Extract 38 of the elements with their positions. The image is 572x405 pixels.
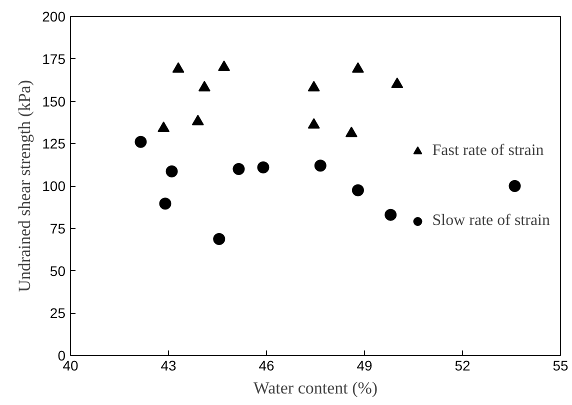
point	[257, 161, 270, 174]
y-tick-label: 0	[58, 348, 66, 364]
point	[198, 80, 210, 92]
point	[308, 118, 320, 129]
point	[345, 126, 358, 138]
x-tick-label: 55	[552, 358, 568, 374]
point	[158, 122, 170, 132]
point	[352, 184, 364, 196]
y-tick-label: 200	[42, 8, 66, 24]
point	[166, 165, 178, 178]
y-tick-label: 175	[42, 50, 66, 67]
point	[213, 233, 226, 246]
y-tick-label: 100	[42, 178, 66, 194]
x-axis-title: Water content (%)	[253, 378, 378, 398]
y-tick-label: 50	[50, 262, 66, 279]
point	[134, 136, 147, 148]
x-tick-label: 52	[454, 358, 470, 374]
x-tick-label: 43	[160, 358, 176, 374]
point	[192, 114, 204, 126]
y-axis-title: Undrained shear strength (kPa)	[15, 80, 34, 292]
x-tick-label: 49	[356, 358, 372, 374]
point	[384, 208, 397, 221]
y-tick-label: 150	[42, 93, 66, 110]
point	[352, 62, 364, 73]
point	[159, 198, 172, 210]
point	[391, 77, 404, 88]
point	[508, 180, 521, 192]
point	[314, 160, 326, 172]
point	[232, 163, 245, 176]
y-tick-label: 125	[42, 136, 66, 152]
y-tick-label: 25	[50, 305, 66, 322]
point	[308, 80, 320, 92]
x-tick-label: 46	[258, 358, 274, 374]
y-tick-label: 75	[50, 220, 66, 236]
point	[172, 62, 184, 73]
legend-label: Slow rate of strain	[432, 212, 550, 230]
point	[218, 60, 230, 72]
legend-label: Fast rate of strain	[432, 142, 544, 160]
